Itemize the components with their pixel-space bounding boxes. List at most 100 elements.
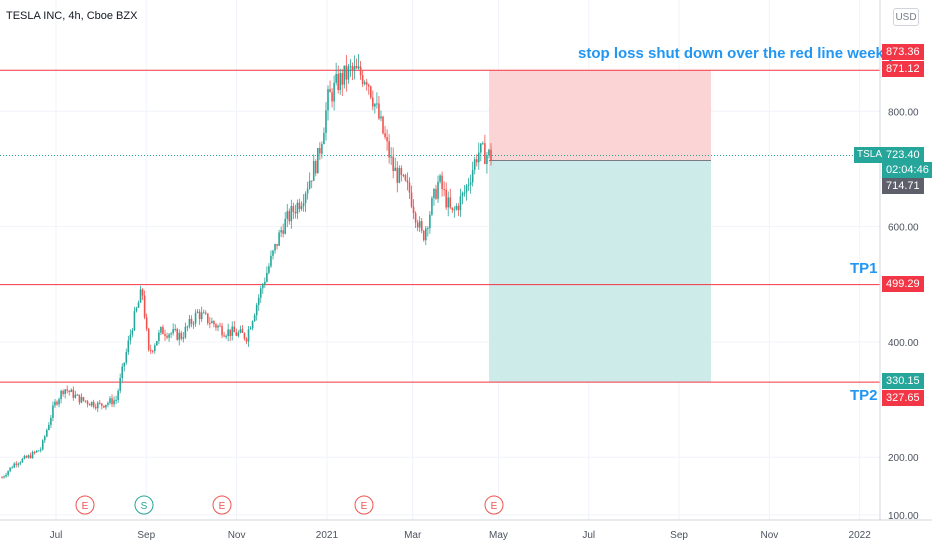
candle-body: [39, 449, 42, 451]
candle-body: [54, 401, 56, 406]
candle-body: [107, 402, 109, 405]
candle-body: [365, 82, 368, 85]
candle-body: [351, 66, 354, 70]
candle-body: [178, 332, 181, 340]
candle-body: [337, 73, 339, 91]
price-label-327: 327.65: [882, 390, 924, 406]
price-label-330: 330.15: [882, 373, 924, 389]
candle-body: [347, 66, 350, 80]
candle-body: [433, 188, 435, 199]
candle-body: [380, 116, 382, 119]
candle-body: [414, 213, 417, 223]
candle-body: [3, 476, 5, 478]
candle-body: [113, 400, 115, 405]
candle-body: [427, 228, 429, 230]
candle-body: [292, 206, 295, 212]
candle-body: [46, 429, 48, 437]
candle-body: [64, 389, 66, 394]
candle-body: [306, 188, 309, 194]
earnings-event-marker[interactable]: E: [484, 495, 504, 515]
candle-body: [282, 230, 284, 234]
candle-body: [188, 318, 191, 327]
candle-body: [469, 182, 472, 185]
level-lines[interactable]: [0, 69, 880, 383]
price-axis[interactable]: 100.00 200.00 400.00 600.00 800.00: [888, 107, 919, 522]
candle-body: [369, 86, 372, 98]
earnings-event-marker[interactable]: E: [212, 495, 232, 515]
candle-body: [180, 332, 183, 339]
candle-body: [60, 390, 62, 400]
candle-body: [390, 156, 392, 158]
candle-body: [68, 390, 71, 393]
candle-body: [345, 65, 348, 80]
candle-body: [66, 389, 68, 391]
price-label-current: 723.40: [882, 147, 924, 163]
candle-body: [123, 362, 126, 367]
candle-body: [488, 149, 490, 156]
candle-body: [400, 168, 403, 175]
candle-body: [486, 155, 488, 164]
candle-body: [96, 402, 99, 409]
candle-body: [237, 332, 240, 336]
candle-body: [194, 312, 197, 324]
candle-body: [247, 329, 250, 342]
candle-body: [125, 352, 128, 363]
candle-body: [304, 193, 307, 204]
candle-body: [231, 326, 234, 337]
candle-body: [331, 92, 333, 102]
candle-body: [137, 302, 140, 308]
x-tick-label: 2022: [849, 530, 872, 541]
candle-body: [219, 325, 221, 327]
grid-lines: [0, 0, 880, 520]
candle-body: [431, 198, 433, 215]
candle-body: [353, 65, 356, 70]
candle-body: [145, 317, 148, 329]
candle-body: [168, 334, 170, 338]
candle-body: [327, 89, 329, 111]
earnings-event-marker[interactable]: E: [354, 495, 374, 515]
candle-body: [74, 394, 77, 398]
annotation-text: stop loss shut down over the red line we…: [578, 45, 897, 62]
candle-body: [457, 205, 460, 211]
candle-body: [312, 161, 315, 181]
candle-body: [471, 169, 474, 183]
candle-body: [408, 182, 411, 193]
candle-body: [490, 149, 492, 161]
candle-body: [376, 103, 378, 105]
candle-body: [217, 325, 219, 328]
candle-body: [184, 326, 187, 338]
candle-body: [286, 211, 289, 219]
candle-body: [241, 329, 244, 333]
candle-body: [131, 330, 134, 335]
candle-body: [341, 73, 344, 85]
ticker-tag: TSLA: [854, 147, 886, 163]
y-tick-label: 200.00: [888, 453, 919, 464]
time-axis[interactable]: Jul Sep Nov 2021 Mar May Jul Sep Nov 2022: [50, 530, 872, 541]
currency-button[interactable]: USD: [893, 8, 919, 26]
candle-body: [5, 474, 7, 477]
candle-body: [182, 337, 185, 339]
candle-body: [101, 403, 103, 406]
earnings-event-marker[interactable]: E: [75, 495, 95, 515]
candle-body: [445, 189, 447, 208]
candle-body: [437, 181, 439, 199]
x-tick-label: Jul: [50, 530, 63, 541]
y-tick-label: 100.00: [888, 511, 919, 522]
candle-body: [156, 340, 158, 346]
candle-body: [19, 462, 22, 464]
event-marker-label: E: [82, 501, 89, 512]
candle-body: [367, 84, 370, 87]
candle-body: [221, 325, 223, 336]
stop-loss-zone: [489, 70, 711, 161]
candle-body: [422, 230, 425, 241]
candle-body: [35, 450, 38, 453]
candle-body: [412, 206, 415, 214]
split-event-marker[interactable]: S: [134, 495, 154, 515]
candle-body: [158, 332, 160, 341]
candle-body: [235, 332, 238, 336]
candle-body: [480, 143, 482, 153]
candle-body: [82, 397, 85, 401]
candle-body: [117, 390, 119, 400]
